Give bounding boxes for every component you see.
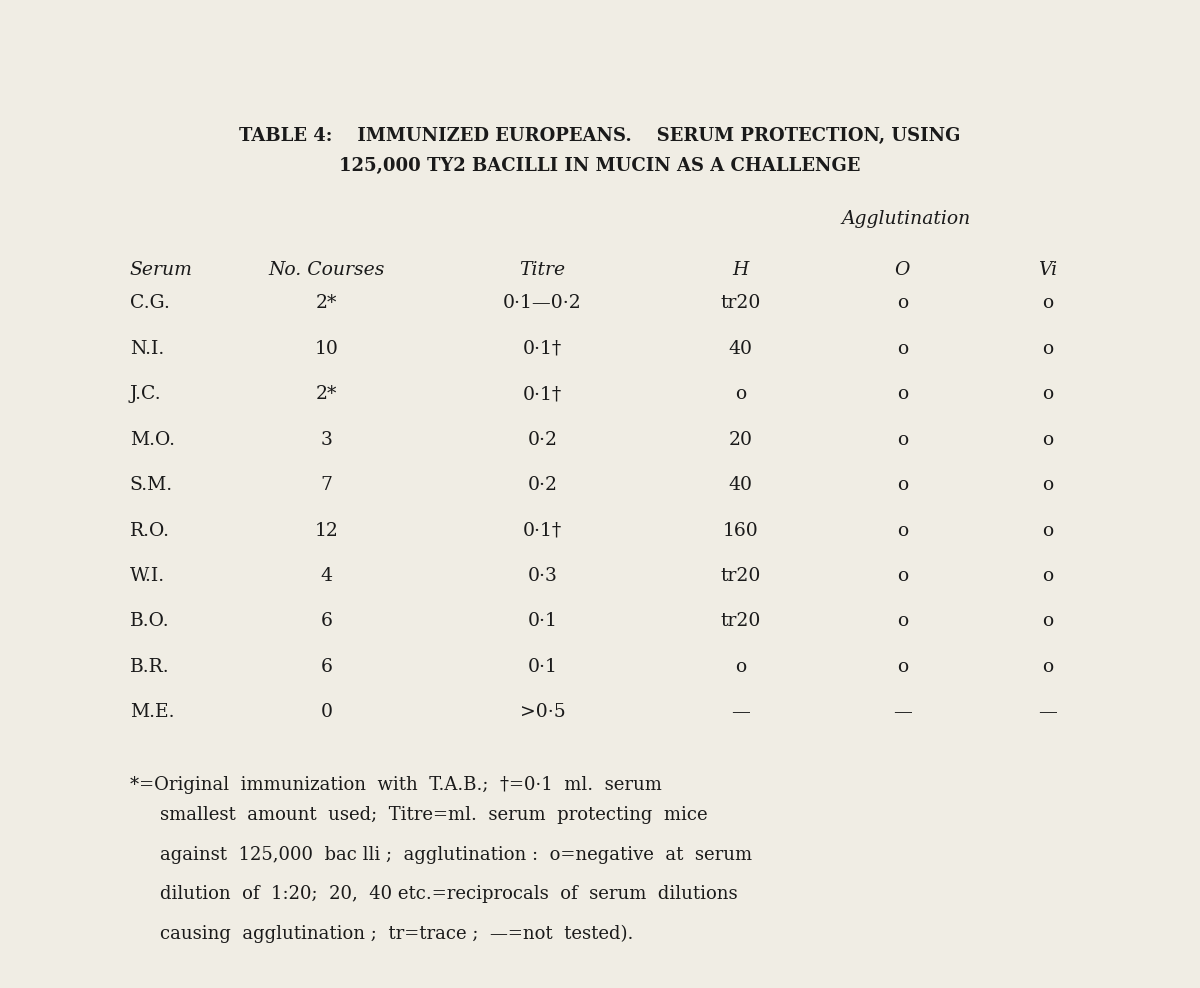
- Text: o: o: [1042, 294, 1054, 312]
- Text: S.M.: S.M.: [130, 476, 173, 494]
- Text: N.I.: N.I.: [130, 340, 164, 358]
- Text: o: o: [1042, 340, 1054, 358]
- Text: o: o: [896, 294, 908, 312]
- Text: 6: 6: [320, 613, 332, 630]
- Text: 0·1†: 0·1†: [523, 340, 562, 358]
- Text: o: o: [896, 658, 908, 676]
- Text: tr20: tr20: [720, 613, 761, 630]
- Text: 2*: 2*: [316, 294, 337, 312]
- Text: causing  agglutination ;  tr=trace ;  —=not  tested).: causing agglutination ; tr=trace ; —=not…: [160, 925, 632, 943]
- Text: o: o: [734, 385, 746, 403]
- Text: o: o: [896, 431, 908, 449]
- Text: J.C.: J.C.: [130, 385, 161, 403]
- Text: dilution  of  1:20;  20,  40 etc.=reciprocals  of  serum  dilutions: dilution of 1:20; 20, 40 etc.=reciprocal…: [160, 885, 737, 903]
- Text: Titre: Titre: [520, 261, 565, 279]
- Text: 20: 20: [728, 431, 752, 449]
- Text: 0·1: 0·1: [528, 613, 557, 630]
- Text: o: o: [896, 522, 908, 539]
- Text: 0·1†: 0·1†: [523, 522, 562, 539]
- Text: 12: 12: [314, 522, 338, 539]
- Text: o: o: [1042, 476, 1054, 494]
- Text: >0·5: >0·5: [520, 703, 565, 721]
- Text: o: o: [1042, 385, 1054, 403]
- Text: 125,000 TY2 BACILLI IN MUCIN AS A CHALLENGE: 125,000 TY2 BACILLI IN MUCIN AS A CHALLE…: [340, 157, 860, 175]
- Text: 0: 0: [320, 703, 332, 721]
- Text: o: o: [896, 340, 908, 358]
- Text: o: o: [1042, 522, 1054, 539]
- Text: o: o: [896, 476, 908, 494]
- Text: tr20: tr20: [720, 567, 761, 585]
- Text: o: o: [1042, 658, 1054, 676]
- Text: M.E.: M.E.: [130, 703, 174, 721]
- Text: o: o: [1042, 613, 1054, 630]
- Text: 0·3: 0·3: [528, 567, 557, 585]
- Text: 3: 3: [320, 431, 332, 449]
- Text: Serum: Serum: [130, 261, 192, 279]
- Text: o: o: [1042, 431, 1054, 449]
- Text: tr20: tr20: [720, 294, 761, 312]
- Text: R.O.: R.O.: [130, 522, 169, 539]
- Text: —: —: [1038, 703, 1057, 721]
- Text: 6: 6: [320, 658, 332, 676]
- Text: 40: 40: [728, 340, 752, 358]
- Text: o: o: [896, 567, 908, 585]
- Text: against  125,000  bac lli ;  agglutination :  o=negative  at  serum: against 125,000 bac lli ; agglutination …: [160, 846, 751, 864]
- Text: O: O: [895, 261, 910, 279]
- Text: o: o: [1042, 567, 1054, 585]
- Text: M.O.: M.O.: [130, 431, 175, 449]
- Text: —: —: [893, 703, 912, 721]
- Text: 0·1—0·2: 0·1—0·2: [503, 294, 582, 312]
- Text: 7: 7: [320, 476, 332, 494]
- Text: TABLE 4:    IMMUNIZED EUROPEANS.    SERUM PROTECTION, USING: TABLE 4: IMMUNIZED EUROPEANS. SERUM PROT…: [239, 127, 961, 145]
- Text: o: o: [896, 385, 908, 403]
- Text: 0·2: 0·2: [528, 476, 557, 494]
- Text: Agglutination: Agglutination: [841, 210, 971, 228]
- Text: 10: 10: [314, 340, 338, 358]
- Text: 40: 40: [728, 476, 752, 494]
- Text: *=Original  immunization  with  T.A.B.;  †=0·1  ml.  serum: *=Original immunization with T.A.B.; †=0…: [130, 777, 661, 794]
- Text: B.R.: B.R.: [130, 658, 169, 676]
- Text: 0·1†: 0·1†: [523, 385, 562, 403]
- Text: 160: 160: [722, 522, 758, 539]
- Text: 2*: 2*: [316, 385, 337, 403]
- Text: No. Courses: No. Courses: [269, 261, 384, 279]
- Text: smallest  amount  used;  Titre=ml.  serum  protecting  mice: smallest amount used; Titre=ml. serum pr…: [160, 806, 707, 824]
- Text: C.G.: C.G.: [130, 294, 169, 312]
- Text: 4: 4: [320, 567, 332, 585]
- Text: W.I.: W.I.: [130, 567, 164, 585]
- Text: —: —: [731, 703, 750, 721]
- Text: Vi: Vi: [1038, 261, 1057, 279]
- Text: 0·1: 0·1: [528, 658, 557, 676]
- Text: B.O.: B.O.: [130, 613, 169, 630]
- Text: o: o: [734, 658, 746, 676]
- Text: o: o: [896, 613, 908, 630]
- Text: H: H: [732, 261, 749, 279]
- Text: 0·2: 0·2: [528, 431, 557, 449]
